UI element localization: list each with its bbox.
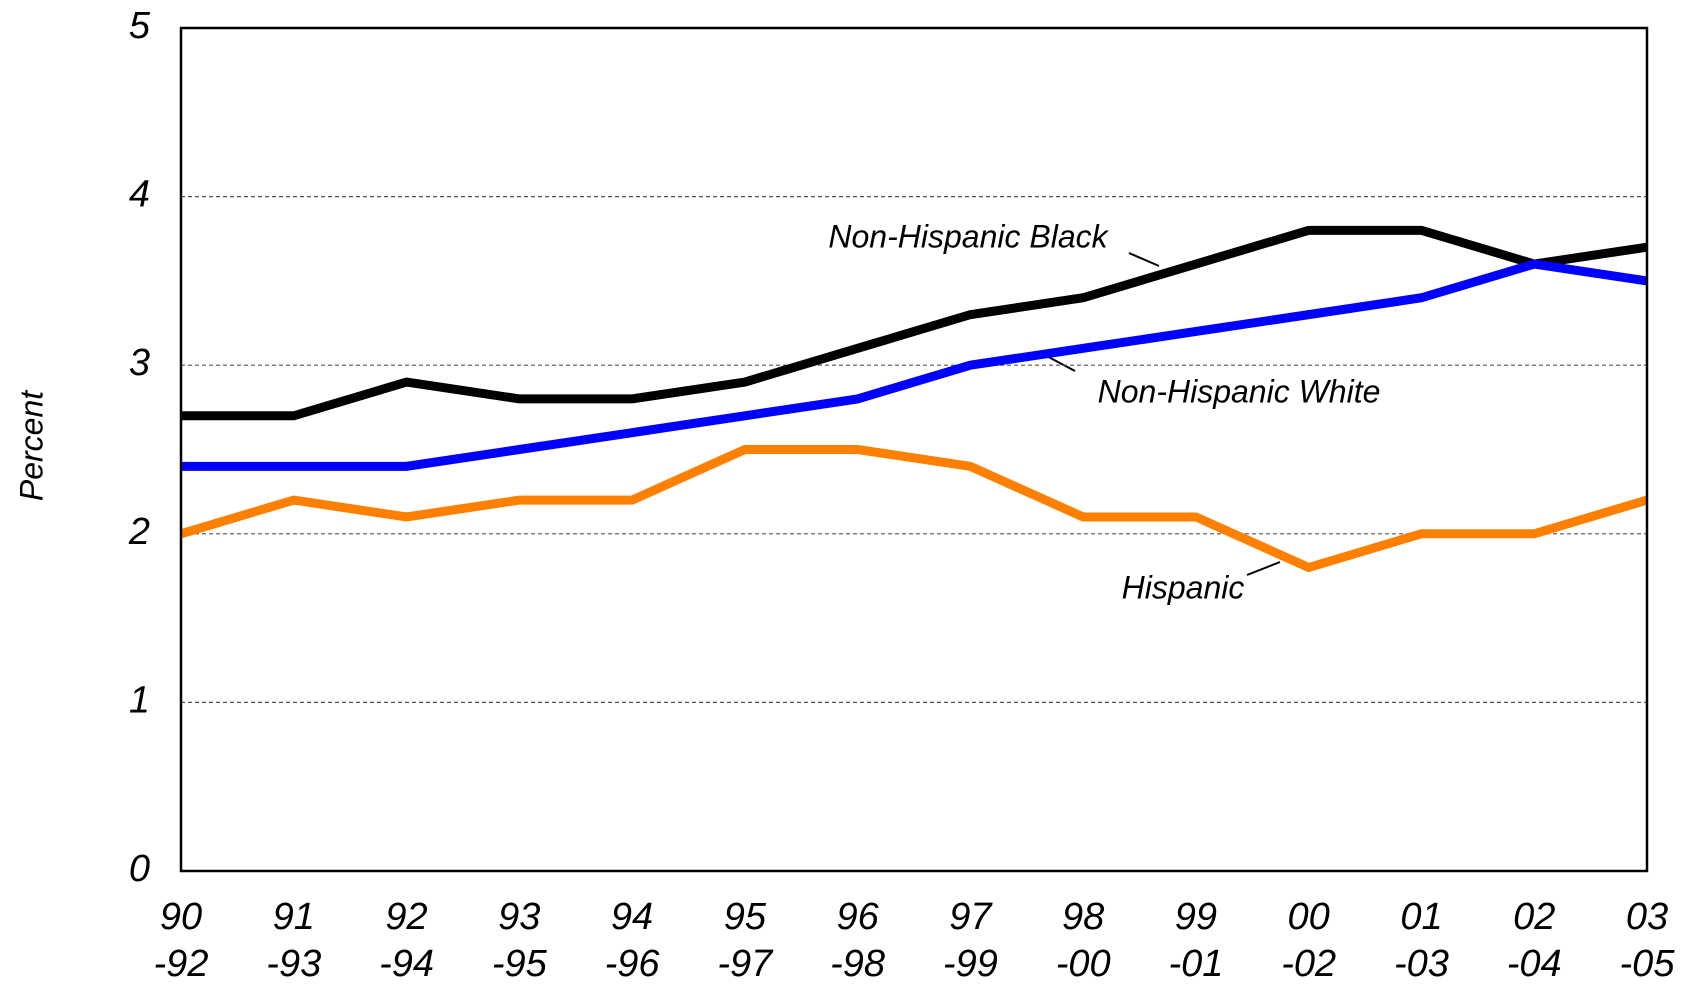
x-tick-label: -96 <box>605 943 661 985</box>
x-tick-label: -04 <box>1507 943 1562 985</box>
series-line <box>181 259 1648 471</box>
series-line <box>179 445 1649 573</box>
x-tick-label: -94 <box>379 943 434 985</box>
y-axis-label: Percent <box>13 390 49 501</box>
series-label: Non-Hispanic White <box>1098 373 1381 409</box>
series-label: Non-Hispanic Black <box>828 218 1109 254</box>
x-tick-label: 91 <box>273 896 315 938</box>
x-tick-label: 00 <box>1288 896 1330 938</box>
x-tick-label: -03 <box>1394 943 1449 985</box>
series-line <box>181 225 1648 421</box>
y-tick-label: 3 <box>129 342 150 384</box>
x-tick-label: 99 <box>1175 896 1217 938</box>
y-tick-label: 0 <box>129 848 150 890</box>
x-tick-label: -05 <box>1620 943 1676 985</box>
x-tick-label: 92 <box>385 896 427 938</box>
x-tick-label: -01 <box>1168 943 1223 985</box>
x-tick-label: 95 <box>724 896 767 938</box>
y-tick-label: 1 <box>129 679 150 721</box>
x-tick-label: 01 <box>1400 896 1442 938</box>
x-tick-label: 94 <box>611 896 653 938</box>
y-tick-label: 4 <box>129 174 150 216</box>
series-label: Hispanic <box>1122 569 1245 605</box>
y-tick-label: 5 <box>129 5 151 47</box>
leader-line <box>1246 561 1281 576</box>
x-tick-label: 02 <box>1513 896 1555 938</box>
plot-frame <box>179 26 1649 873</box>
x-tick-label: -00 <box>1056 943 1111 985</box>
x-tick-label: -92 <box>154 943 209 985</box>
leader-line <box>1128 252 1160 267</box>
x-tick-label: -97 <box>717 943 774 985</box>
x-tick-label: 03 <box>1626 896 1668 938</box>
x-tick-label: 93 <box>498 896 540 938</box>
x-tick-label: 90 <box>160 896 202 938</box>
x-tick-label: -99 <box>943 943 998 985</box>
x-tick-label: -02 <box>1281 943 1336 985</box>
x-tick-label: -95 <box>492 943 548 985</box>
x-tick-label: 96 <box>836 896 879 938</box>
x-tick-label: 97 <box>949 896 993 938</box>
x-tick-label: -93 <box>266 943 321 985</box>
y-tick-label: 2 <box>128 511 150 553</box>
x-tick-label: -98 <box>830 943 885 985</box>
x-tick-label: 98 <box>1062 896 1104 938</box>
